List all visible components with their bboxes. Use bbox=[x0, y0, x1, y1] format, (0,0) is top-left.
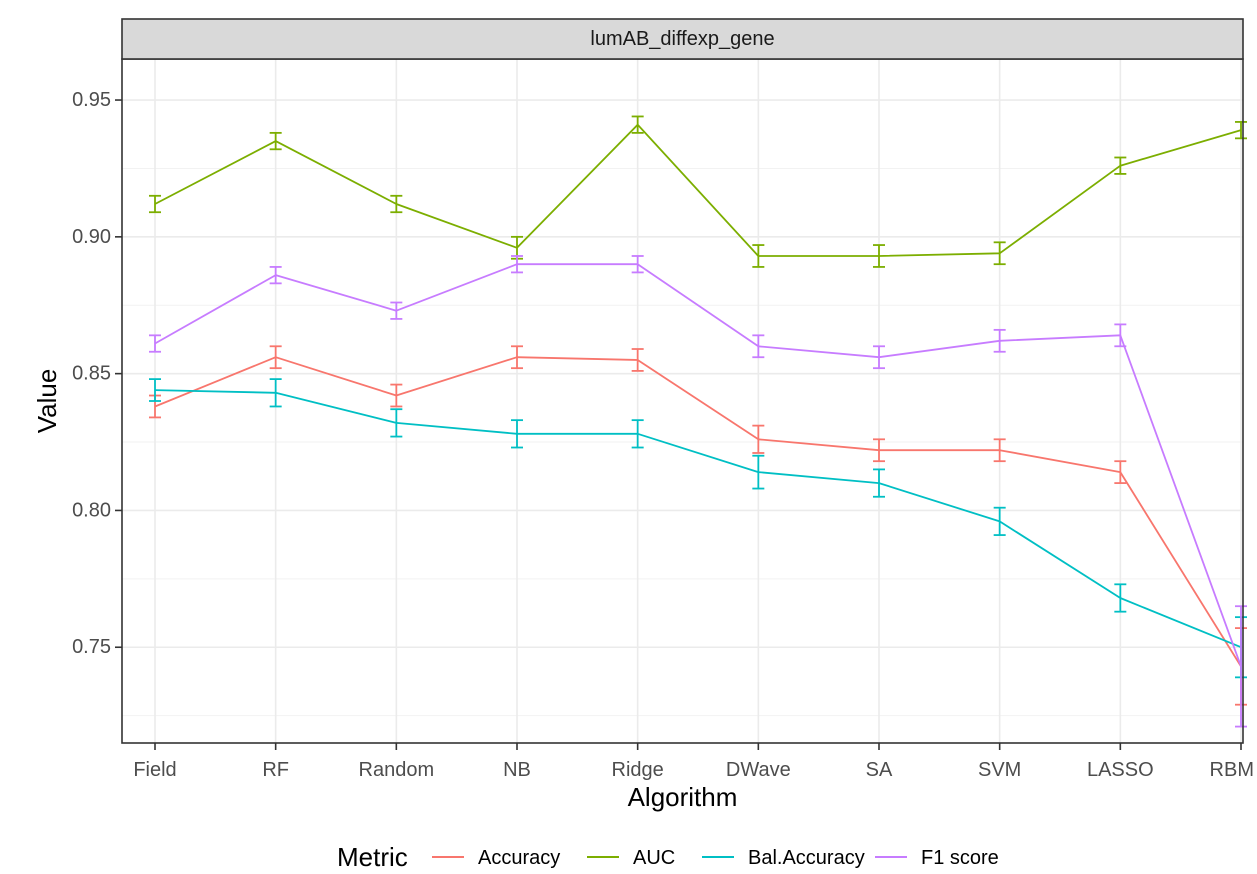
x-tick-label: SVM bbox=[978, 759, 1021, 781]
series-line bbox=[154, 356, 1242, 667]
x-axis-title: Algorithm bbox=[628, 782, 738, 812]
x-tick-label: RBM bbox=[1210, 759, 1254, 781]
legend-label: F1 score bbox=[921, 847, 999, 869]
y-axis-title: Value bbox=[32, 369, 62, 434]
y-tick-label: 0.80 bbox=[72, 499, 111, 521]
legend-title: Metric bbox=[337, 842, 408, 872]
error-bar bbox=[149, 194, 161, 214]
facet-strip: lumAB_diffexp_gene bbox=[121, 18, 1244, 60]
legend-label: Accuracy bbox=[478, 847, 560, 869]
series-auc bbox=[149, 115, 1247, 268]
facet-label: lumAB_diffexp_gene bbox=[590, 28, 774, 50]
error-bar bbox=[149, 334, 161, 353]
legend-item: Accuracy bbox=[432, 847, 560, 869]
plot-background bbox=[122, 59, 1243, 743]
x-tick-label: SA bbox=[866, 759, 893, 781]
legend-item: Bal.Accuracy bbox=[702, 847, 865, 869]
y-tick-label: 0.95 bbox=[72, 89, 111, 111]
x-tick-label: DWave bbox=[726, 759, 791, 781]
legend: Metric Accuracy AUC Bal.Accuracy F1 score bbox=[337, 842, 999, 872]
legend-label: AUC bbox=[633, 847, 675, 869]
y-tick-label: 0.90 bbox=[72, 226, 111, 248]
series-line bbox=[154, 263, 1242, 667]
x-tick-label: Field bbox=[133, 759, 176, 781]
plot-panel bbox=[122, 59, 1243, 743]
y-tick-label: 0.85 bbox=[72, 363, 111, 385]
error-bar bbox=[149, 378, 161, 402]
y-axis: 0.75 0.80 0.85 0.90 0.95 bbox=[72, 89, 122, 658]
series-line bbox=[154, 123, 1242, 257]
x-tick-label: NB bbox=[503, 759, 531, 781]
series-accuracy bbox=[149, 345, 1247, 706]
facet-strip-box bbox=[121, 18, 1244, 60]
x-tick-label: RF bbox=[262, 759, 289, 781]
legend-label: Bal.Accuracy bbox=[748, 847, 865, 869]
legend-item: F1 score bbox=[875, 847, 999, 869]
series-f1-score bbox=[149, 255, 1247, 728]
series-line bbox=[154, 389, 1242, 649]
series-layer bbox=[149, 115, 1247, 728]
x-tick-label: LASSO bbox=[1087, 759, 1154, 781]
y-tick-label: 0.75 bbox=[72, 636, 111, 658]
x-tick-label: Random bbox=[359, 759, 435, 781]
x-tick-label: Ridge bbox=[612, 759, 664, 781]
legend-item: AUC bbox=[587, 847, 675, 869]
x-axis: Field RF Random NB Ridge DWave SA SVM LASSO RBM bbox=[133, 743, 1254, 781]
